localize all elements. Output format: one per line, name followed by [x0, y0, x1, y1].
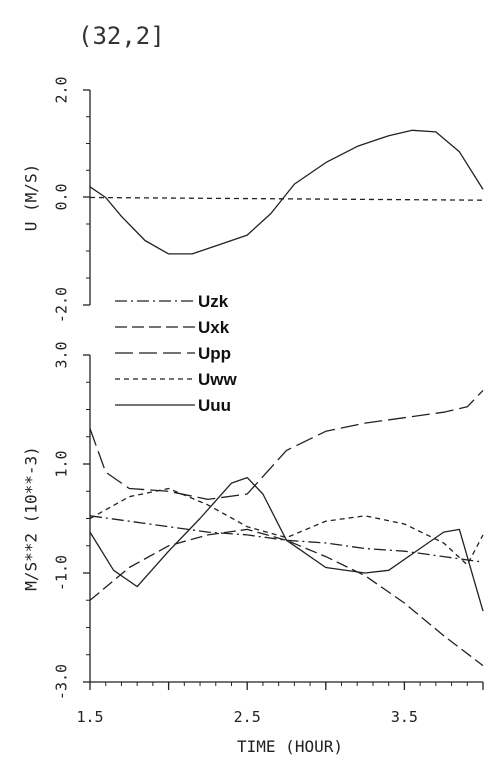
y-axis-title: M/S**2 (10**-3) — [22, 446, 41, 591]
plot-title: (32,2] — [78, 22, 165, 50]
bottom-panel: 3.0 1.0 -1.0 -3.0 M/S**2 (10**-3) 1.5 2.5 3.5 — [22, 341, 484, 726]
series-line-solid — [89, 129, 484, 255]
series-line-dashed-short — [89, 196, 484, 201]
x-tick-label: 1.5 — [76, 708, 103, 726]
y-tick-label: -1.0 — [53, 555, 71, 591]
y-tick-label: 3.0 — [53, 341, 71, 368]
legend-label-upp: Upp — [198, 344, 231, 363]
y-tick-label: 1.0 — [53, 450, 71, 477]
y-tick-label: -3.0 — [53, 664, 71, 700]
series-line-uww — [89, 487, 484, 566]
top-panel: 2.0 0.0 -2.0 U (M/S) — [22, 76, 484, 323]
series-line-upp — [89, 389, 484, 501]
legend: Uzk Uxk Upp Uww Uuu — [115, 292, 238, 415]
series-line-uuu — [89, 476, 484, 612]
y-tick-label: 0.0 — [53, 183, 71, 210]
x-tick-label: 2.5 — [234, 708, 261, 726]
legend-label-uuu: Uuu — [198, 396, 231, 415]
x-axis-title: TIME (HOUR) — [237, 737, 343, 756]
y-tick-label: 2.0 — [53, 76, 71, 103]
legend-label-uww: Uww — [198, 370, 238, 389]
x-tick-label: 3.5 — [391, 708, 418, 726]
y-axis-title: U (M/S) — [22, 164, 41, 231]
series-line-uxk — [89, 528, 484, 667]
y-tick-label: -2.0 — [53, 287, 71, 323]
legend-label-uxk: Uxk — [198, 318, 230, 337]
legend-label-uzk: Uzk — [198, 292, 229, 311]
